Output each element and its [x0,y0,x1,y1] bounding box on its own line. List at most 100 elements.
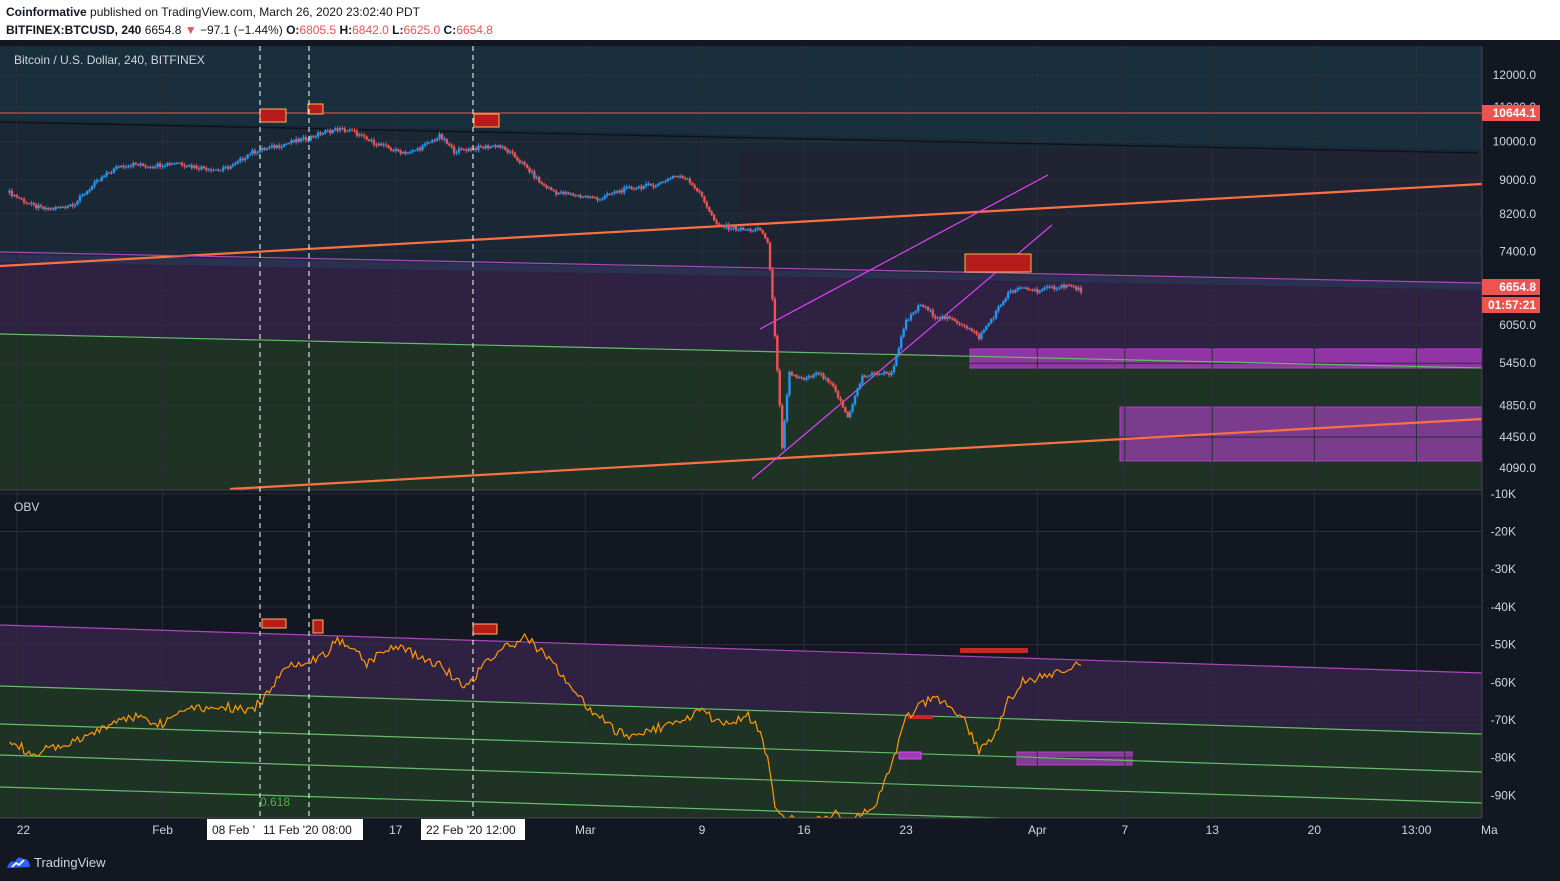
obv-marker-3[interactable] [472,623,498,635]
obv-green-line-1[interactable] [0,685,1483,735]
candle [375,142,378,148]
chart-canvas[interactable]: Bitcoin / U.S. Dollar, 240, BITFINEX OBV… [0,40,1560,845]
candle [248,152,252,157]
candle [537,175,541,184]
candle [13,194,16,197]
candle [438,131,441,141]
candle [421,144,424,152]
candle [688,176,692,185]
main-pane[interactable]: Bitcoin / U.S. Dollar, 240, BITFINEX [0,46,1490,491]
candle [127,164,130,169]
obv-green-line-4[interactable] [0,786,1001,819]
obv-y-tick-label: -70K [1491,713,1516,727]
candle [426,140,429,146]
green-trendline[interactable] [0,333,1483,369]
tradingview-brand[interactable]: TradingView [34,855,106,870]
candle [729,227,733,231]
candle [814,370,818,377]
obv-target-marker[interactable] [960,648,1028,653]
candle [518,158,521,165]
candle [297,137,300,144]
candle [93,179,96,189]
cyan-band [0,46,1482,150]
candle [569,192,572,196]
obv-purple-line[interactable] [0,624,1483,674]
candle [163,163,167,169]
obv-pane[interactable]: OBV 0.618 [0,490,1490,819]
candle [579,193,582,199]
wedge-upper-line[interactable] [759,174,1049,330]
candle [229,165,232,170]
orange-upper-trendline[interactable] [0,182,1483,268]
candle [25,201,28,205]
candle [280,144,283,150]
purple-band [0,262,1482,368]
candle [776,333,779,373]
support-zone-lower[interactable] [1119,406,1483,462]
obv-small-zone[interactable] [898,751,922,760]
change-value: −97.1 (−1.44%) [199,23,283,37]
candle [1038,289,1041,294]
candle [158,161,162,170]
time-axis[interactable]: 22 Feb 17 Mar 9 16 23 Apr 7 13 20 13:00 Ma 08 Feb ' … [0,817,1560,845]
publisher-name[interactable]: Coinformative [6,5,87,19]
resistance-price-tag [1482,105,1540,121]
candle [1040,288,1044,292]
candle [411,148,415,154]
price-axis-bg [1482,46,1560,818]
marker-box-3[interactable] [473,113,500,128]
candle [623,185,626,195]
obv-marker-2[interactable] [312,619,324,634]
candle [98,179,101,182]
target-box[interactable] [964,253,1032,273]
candle [431,139,434,144]
obv-green-line-3[interactable] [0,754,1483,804]
candle [1070,283,1073,288]
candle [943,314,947,321]
candle [824,375,828,382]
candle [258,149,261,154]
main-y-tick-label: 12000.0 [1493,68,1537,82]
candle [287,142,291,145]
candle [513,151,517,159]
candle [720,223,723,227]
tradingview-logo-icon[interactable] [6,853,32,871]
x-tick-label: Feb [152,823,173,837]
candle [239,156,242,164]
candle [27,202,31,205]
candle [83,192,86,197]
purple-trendline[interactable] [0,251,1483,284]
candle [644,181,648,189]
marker-box-1[interactable] [259,108,287,123]
candle [241,156,244,163]
obv-small-marker[interactable] [908,715,933,719]
obv-series-line[interactable] [9,632,1082,819]
candle [608,192,611,196]
price-axis[interactable]: 12000.011000.010000.09000.08200.07400.06… [1481,46,1560,818]
candle [450,143,453,149]
obv-green-line-2[interactable] [0,723,1483,773]
x-tick-label: 9 [699,823,706,837]
marker-box-2[interactable] [307,103,324,115]
candle [302,134,305,142]
candle [445,138,449,145]
candle [124,164,128,170]
candle [141,162,145,167]
candle [540,180,543,185]
candle [1014,288,1017,294]
candle [78,193,82,204]
symbol-label[interactable]: BITFINEX:BTCUSD, 240 [6,23,142,37]
candle [576,194,580,198]
obv-marker-1[interactable] [261,618,287,629]
candle [601,197,604,201]
candle [783,419,786,450]
main-y-tick-label: 4090.0 [1499,461,1536,475]
candle [1055,286,1058,292]
candle [846,411,849,418]
candles[interactable] [8,126,1083,451]
orange-lower-trendline[interactable] [229,417,1483,491]
candle [652,182,655,190]
dark-trendline[interactable] [0,121,1479,154]
candle [678,173,682,179]
candle [202,165,206,170]
